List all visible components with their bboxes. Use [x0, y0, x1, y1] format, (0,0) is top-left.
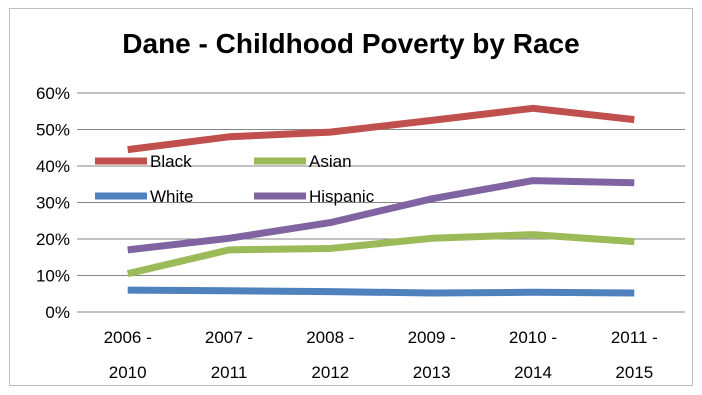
y-tick-label: 50% — [36, 121, 70, 140]
x-tick-label: 2013 — [413, 363, 451, 382]
series-line-white — [127, 286, 635, 297]
series-line-black — [127, 104, 635, 154]
x-tick-label: 2015 — [615, 363, 653, 382]
series-line-asian — [126, 231, 635, 278]
chart-title: Dane - Childhood Poverty by Race — [122, 28, 580, 59]
legend-label-white: White — [150, 187, 193, 206]
x-tick-label: 2014 — [514, 363, 552, 382]
legend-label-black: Black — [150, 152, 192, 171]
x-tick-label: 2012 — [311, 363, 349, 382]
x-tick-label: 2008 - — [306, 328, 354, 347]
x-tick-label: 2011 — [211, 363, 248, 382]
y-tick-label: 10% — [36, 267, 70, 286]
y-tick-label: 40% — [36, 157, 70, 176]
legend-label-hispanic: Hispanic — [309, 187, 375, 206]
x-tick-label: 2010 - — [509, 328, 557, 347]
y-tick-label: 0% — [45, 303, 70, 322]
x-tick-label: 2011 - — [611, 328, 658, 347]
x-tick-label: 2007 - — [205, 328, 253, 347]
x-tick-label: 2009 - — [408, 328, 456, 347]
y-tick-label: 20% — [36, 230, 70, 249]
x-tick-label: 2010 — [109, 363, 147, 382]
series-line-hispanic — [127, 177, 635, 254]
legend-label-asian: Asian — [309, 152, 352, 171]
x-tick-label: 2006 - — [104, 328, 152, 347]
y-tick-label: 30% — [36, 194, 70, 213]
y-tick-label: 60% — [36, 84, 70, 103]
